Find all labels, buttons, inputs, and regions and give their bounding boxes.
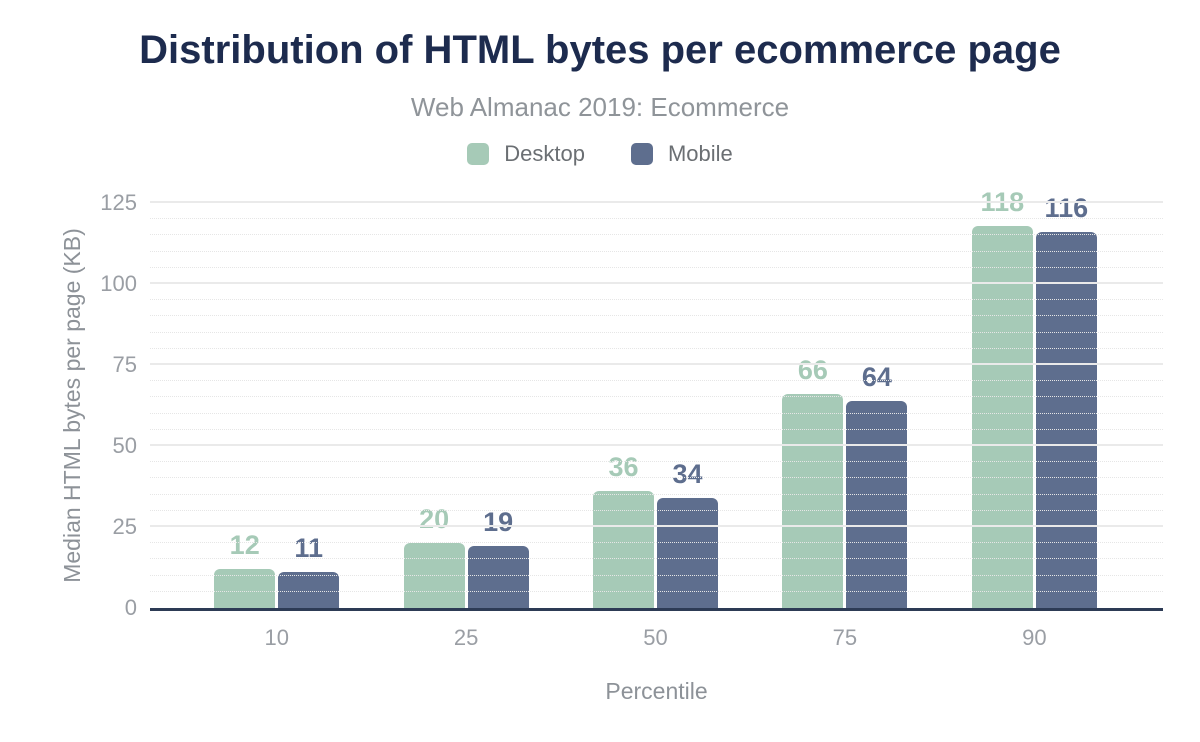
bar-value-label: 66	[797, 355, 828, 386]
minor-gridline	[150, 461, 1163, 463]
y-tick-label: 25	[112, 514, 137, 539]
x-tick-label: 90	[1022, 625, 1047, 650]
minor-gridline	[150, 396, 1163, 398]
bar-value-label: 34	[672, 458, 703, 489]
legend-item-mobile: Mobile	[630, 141, 733, 167]
minor-gridline	[150, 299, 1163, 301]
major-gridline	[150, 282, 1163, 284]
x-tick-label: 10	[264, 625, 289, 650]
bar-group-p50: 36 34 50	[561, 203, 750, 650]
minor-gridline	[150, 347, 1163, 349]
x-axis-title: Percentile	[605, 678, 708, 704]
bar-group-p75: 66 64 75	[750, 203, 939, 650]
y-tick-label: 75	[112, 352, 137, 377]
major-gridline	[150, 363, 1163, 365]
legend-label: Desktop	[504, 141, 585, 166]
bar-value-label: 20	[419, 504, 450, 535]
bar-value-label: 116	[1044, 193, 1089, 224]
chart-subtitle: Web Almanac 2019: Ecommerce	[410, 92, 790, 122]
legend-item-desktop: Desktop	[467, 141, 585, 167]
bar-desktop-p50: 36	[593, 452, 655, 608]
minor-gridline	[150, 493, 1163, 495]
major-gridline	[150, 444, 1163, 446]
y-tick-label: 0	[124, 595, 137, 620]
chart-title: Distribution of HTML bytes per ecommerce…	[139, 28, 1061, 72]
legend-swatch-desktop	[467, 143, 490, 165]
x-tick-label: 75	[832, 625, 858, 650]
minor-gridline	[150, 509, 1163, 511]
bar-value-label: 11	[294, 533, 323, 564]
x-tick-label: 50	[643, 625, 668, 650]
major-gridline	[150, 201, 1163, 203]
minor-gridline	[150, 315, 1163, 317]
minor-gridline	[150, 542, 1163, 544]
plot-area: 12 11 10 20 19 25 36 34 50 66 64 75 118 116 90 0 25 50 75…	[100, 187, 1163, 650]
legend: Desktop Mobile	[0, 141, 1200, 167]
x-tick-label: 25	[453, 625, 479, 650]
y-axis-title-wrap: Median HTML bytes per page (KB)	[52, 203, 92, 608]
minor-gridline	[150, 574, 1163, 576]
bar-mobile-p25: 19	[467, 507, 529, 608]
bar-mobile-p50: 34	[657, 459, 719, 608]
bar-value-label: 12	[229, 530, 260, 561]
major-gridline	[150, 525, 1163, 527]
bar-group-p10: 12 11 10	[182, 203, 371, 650]
y-tick-label: 100	[100, 271, 137, 296]
bar-mobile-p90: 116	[1035, 193, 1097, 608]
legend-label: Mobile	[667, 141, 733, 166]
bar-mobile-p10: 11	[278, 533, 340, 608]
bar-desktop-p75: 66	[782, 355, 844, 608]
bar-value-label: 64	[861, 361, 892, 392]
minor-gridline	[150, 331, 1163, 333]
bar-group-p25: 20 19 25	[371, 203, 560, 650]
y-axis-title: Median HTML bytes per page (KB)	[58, 228, 85, 583]
minor-gridline	[150, 590, 1163, 592]
bars-layer: 12 11 10 20 19 25 36 34 50 66 64 75 118 116 90	[182, 187, 1129, 650]
minor-gridline	[150, 477, 1163, 479]
y-tick-label: 125	[100, 190, 137, 215]
bar-mobile-p75: 64	[846, 362, 908, 608]
bar-group-p90: 118 116 90	[940, 187, 1129, 650]
legend-swatch-mobile	[630, 143, 653, 165]
bar-value-label: 19	[483, 507, 514, 538]
minor-gridline	[150, 380, 1163, 382]
bar-value-label: 36	[608, 452, 639, 483]
y-tick-label: 50	[112, 433, 137, 458]
minor-gridline	[150, 234, 1163, 236]
minor-gridline	[150, 250, 1163, 252]
minor-gridline	[150, 428, 1163, 430]
minor-gridline	[150, 412, 1163, 414]
minor-gridline	[150, 266, 1163, 268]
minor-gridline	[150, 218, 1163, 220]
minor-gridline	[150, 558, 1163, 560]
